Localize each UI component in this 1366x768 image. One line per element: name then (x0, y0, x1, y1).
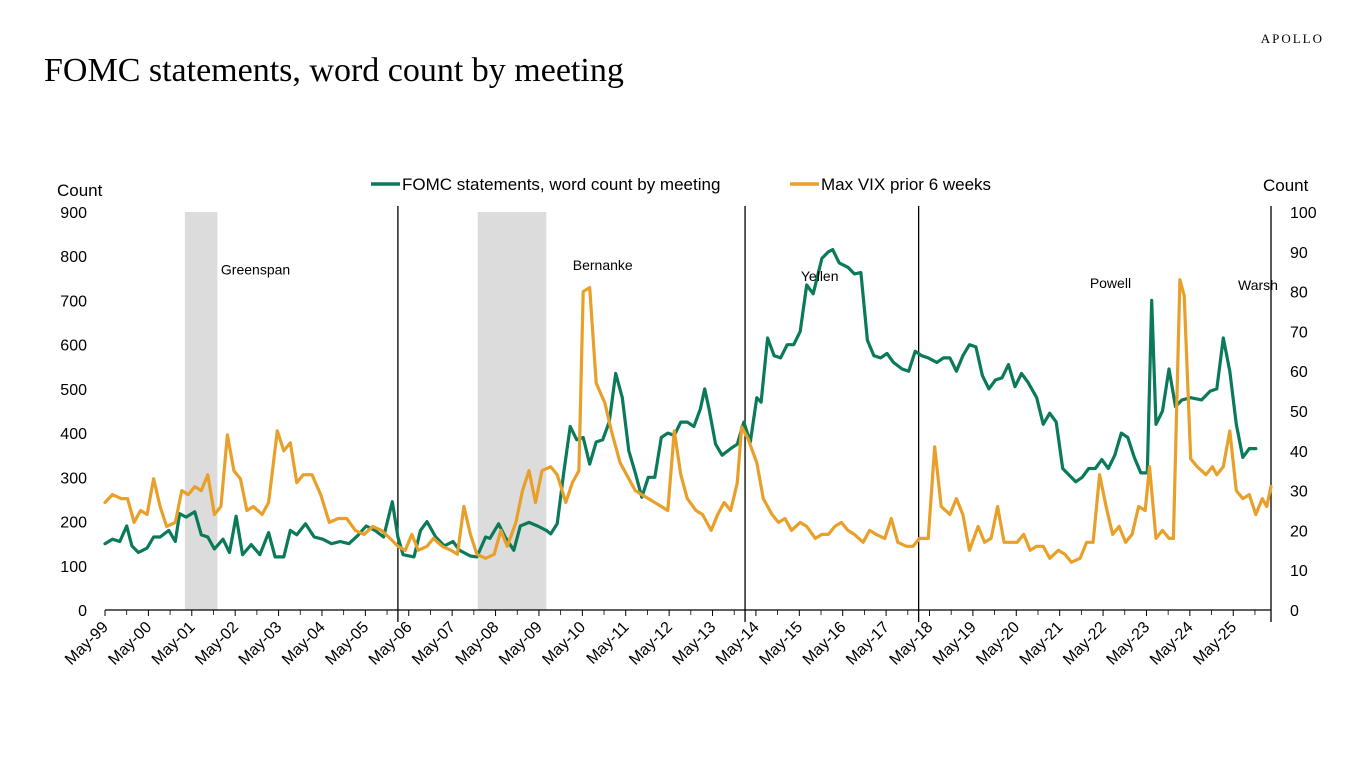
x-tick-label: May-09 (496, 619, 546, 669)
x-tick-label: May-25 (1190, 619, 1240, 669)
right-tick-label: 40 (1290, 444, 1308, 461)
right-tick-label: 80 (1290, 285, 1308, 302)
x-tick-label: May-99 (62, 619, 112, 669)
chair-label-greenspan: Greenspan (221, 261, 290, 277)
brand-logo: APOLLO (1260, 31, 1324, 46)
x-tick-label: May-13 (670, 619, 720, 669)
x-tick-label: May-22 (1060, 619, 1110, 669)
right-axis-label: Count (1263, 176, 1309, 195)
right-tick-label: 10 (1290, 563, 1308, 580)
recession-band-0 (184, 212, 218, 610)
left-axis-label: Count (57, 181, 103, 200)
left-tick-label: 500 (60, 382, 87, 399)
chair-boundaries (397, 206, 1272, 622)
x-tick-label: May-23 (1104, 619, 1154, 669)
recession-band-1 (477, 212, 547, 610)
x-tick-label: May-02 (192, 619, 242, 669)
x-tick-label: May-00 (105, 619, 155, 669)
x-tick-label: May-14 (713, 619, 763, 669)
x-tick-label: May-06 (366, 619, 416, 669)
x-tick-label: May-21 (1017, 619, 1067, 669)
x-tick-label: May-17 (843, 619, 893, 669)
chair-label-yellen: Yellen (801, 268, 839, 284)
left-tick-label: 400 (60, 426, 87, 443)
legend-label-fomc: FOMC statements, word count by meeting (402, 175, 720, 194)
left-tick-label: 700 (60, 293, 87, 310)
x-tick-label: May-08 (453, 619, 503, 669)
x-tick-label: May-20 (973, 619, 1023, 669)
left-tick-label: 300 (60, 470, 87, 487)
left-tick-label: 0 (78, 603, 87, 620)
recession-shading (184, 212, 547, 610)
right-tick-label: 90 (1290, 245, 1308, 262)
right-tick-label: 100 (1290, 205, 1317, 222)
chair-label-bernanke: Bernanke (573, 257, 633, 273)
x-tick-label: May-12 (626, 619, 676, 669)
chair-labels: Greenspan Bernanke Yellen Powell Warsh (221, 257, 1278, 293)
series-lines (103, 248, 1273, 564)
left-tick-label: 100 (60, 559, 87, 576)
x-tick-label: May-05 (322, 619, 372, 669)
legend: FOMC statements, word count by meeting M… (371, 175, 991, 194)
x-tick-label: May-24 (1147, 619, 1197, 669)
left-tick-label: 200 (60, 515, 87, 532)
series-line-vix (103, 278, 1273, 564)
right-tick-label: 30 (1290, 484, 1308, 501)
left-tick-label: 600 (60, 338, 87, 355)
x-tick-label: May-07 (409, 619, 459, 669)
right-tick-label: 50 (1290, 404, 1308, 421)
chair-label-powell: Powell (1090, 275, 1131, 291)
x-tick-label: May-11 (584, 619, 633, 668)
x-tick-label: May-16 (800, 619, 850, 669)
x-tick-label: May-01 (149, 619, 199, 669)
x-tick-label: May-10 (539, 619, 589, 669)
page-title: FOMC statements, word count by meeting (44, 52, 624, 89)
x-tick-label: May-03 (236, 619, 286, 669)
x-tick-label: May-18 (887, 619, 937, 669)
right-tick-label: 60 (1290, 364, 1308, 381)
right-tick-label: 70 (1290, 324, 1308, 341)
x-tick-label: May-15 (756, 619, 806, 669)
right-tick-label: 0 (1290, 603, 1299, 620)
x-tick-label: May-04 (279, 619, 329, 669)
left-tick-label: 800 (60, 249, 87, 266)
x-tick-label: May-19 (930, 619, 980, 669)
legend-label-vix: Max VIX prior 6 weeks (821, 175, 991, 194)
series-line-fomc (103, 248, 1258, 559)
right-tick-label: 20 (1290, 523, 1308, 540)
left-tick-label: 900 (60, 205, 87, 222)
chair-label-warsh: Warsh (1238, 277, 1278, 293)
